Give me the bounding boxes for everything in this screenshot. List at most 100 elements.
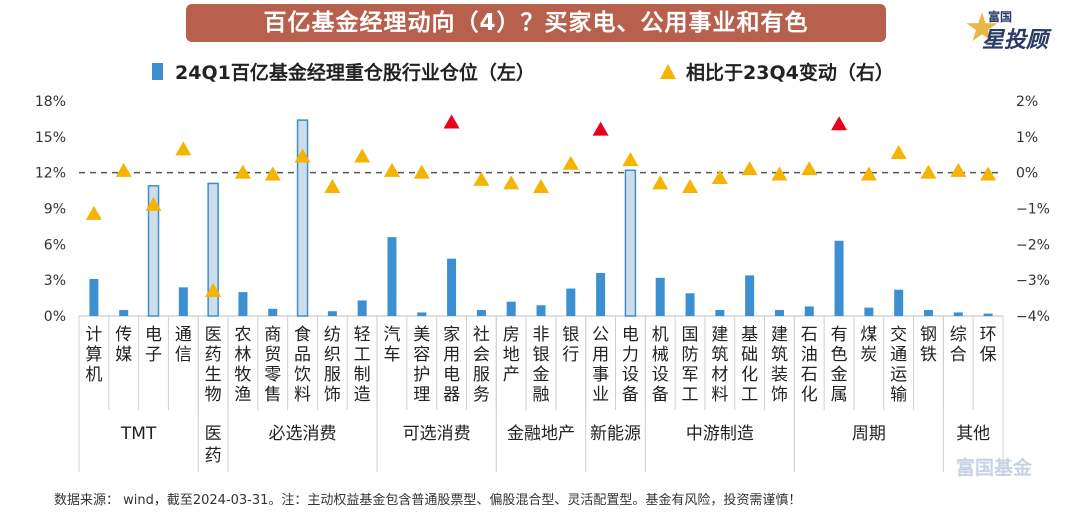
category-label-char: 行 <box>562 345 579 365</box>
category-label-char: 料 <box>294 385 311 405</box>
category-label-char: 合 <box>950 345 967 365</box>
triangle-传媒 <box>115 162 132 177</box>
triangle-煤炭 <box>860 166 877 181</box>
bar-电力设备 <box>624 169 637 317</box>
category-label-char: 器 <box>443 385 460 405</box>
bar-国防军工 <box>685 293 695 316</box>
brand-logo: ★ 富国 星投顾 <box>964 6 1074 54</box>
category-label-char: 业 <box>592 385 609 405</box>
bar-基础化工 <box>745 275 755 316</box>
bar-纺织服饰 <box>327 311 337 316</box>
category-label-char: 料 <box>711 385 728 405</box>
category-label-char: 械 <box>652 345 669 365</box>
bar-煤炭 <box>864 307 874 316</box>
category-label-char: 材 <box>711 365 728 385</box>
y-right-tick-label: −4% <box>1016 309 1050 325</box>
category-label-char: 国 <box>682 325 699 345</box>
category-label-char: 非 <box>533 325 550 345</box>
triangle-医药生物 <box>205 282 222 297</box>
y-right-tick-label: −3% <box>1016 273 1050 289</box>
triangle-建筑材料 <box>711 170 728 185</box>
y-left-tick-label: 12% <box>35 166 66 182</box>
category-label-char: 设 <box>622 365 639 385</box>
bar-美容护理 <box>417 312 427 316</box>
legend-bar-label: 24Q1百亿基金经理重仓股行业仓位（左） <box>175 62 535 84</box>
category-label-char: 融 <box>533 385 550 405</box>
category-label-char: 电 <box>622 325 639 345</box>
category-label-char: 事 <box>592 365 609 385</box>
triangle-公用事业 <box>592 121 609 136</box>
category-label-char: 炭 <box>860 345 877 365</box>
category-label-char: 农 <box>234 325 251 345</box>
legend-triangle-swatch <box>660 64 676 79</box>
bar-社会服务 <box>476 310 486 316</box>
category-label-char: 饰 <box>324 385 341 405</box>
category-label-char: 社 <box>473 325 490 345</box>
category-label-char: 车 <box>383 345 400 365</box>
category-label-char: 美 <box>413 325 430 345</box>
y-left-tick-label: 9% <box>44 202 66 218</box>
category-label-char: 基 <box>741 325 758 345</box>
group-label: 新能源 <box>590 424 641 444</box>
bar-钢铁 <box>923 310 933 316</box>
category-label-char: 备 <box>622 385 639 405</box>
category-label-char: 筑 <box>771 345 788 365</box>
category-label-char: 机 <box>85 365 102 385</box>
bar-农林牧渔 <box>238 292 248 316</box>
group-label: 可选消费 <box>403 424 471 444</box>
triangle-综合 <box>950 162 967 177</box>
bar-食品饮料 <box>296 119 309 317</box>
category-label-char: 力 <box>622 345 639 365</box>
category-label-char: 生 <box>205 365 222 385</box>
category-label-char: 渔 <box>234 385 251 405</box>
triangle-银行 <box>562 155 579 170</box>
y-left-tick-label: 15% <box>35 130 66 146</box>
bar-triangle-chart: 0%3%6%9%12%15%18%−4%−3%−2%−1%0%1%2%计算机传媒… <box>35 94 1050 472</box>
category-label-char: 运 <box>890 365 907 385</box>
y-right-tick-label: −1% <box>1016 202 1050 218</box>
triangle-交通运输 <box>890 144 907 159</box>
category-label-char: 防 <box>682 345 699 365</box>
category-label-char: 建 <box>711 325 728 345</box>
category-label-char: 服 <box>324 365 341 385</box>
triangle-石油石化 <box>801 161 818 176</box>
bar-建筑装饰 <box>774 310 784 316</box>
group-label: TMT <box>120 424 157 444</box>
bar-汽车 <box>387 237 397 316</box>
category-label-char: 食 <box>294 325 311 345</box>
category-label-char: 础 <box>741 345 758 365</box>
triangle-计算机 <box>85 205 102 220</box>
bar-银行 <box>566 288 576 316</box>
bar-电子 <box>147 185 160 317</box>
triangle-非银金融 <box>533 179 549 193</box>
y-left-tick-label: 18% <box>35 94 66 110</box>
triangle-农林牧渔 <box>234 164 251 179</box>
category-label-char: 电 <box>443 365 460 385</box>
category-label-char: 煤 <box>860 325 877 345</box>
bar-家用电器 <box>447 258 457 316</box>
group-label: 中游制造 <box>686 424 754 444</box>
bar-有色金属 <box>834 240 844 316</box>
bar-建筑材料 <box>715 310 725 316</box>
category-label-char: 护 <box>413 365 430 385</box>
triangle-基础化工 <box>741 161 758 176</box>
category-label-char: 饮 <box>294 365 311 385</box>
y-right-tick-label: 2% <box>1016 94 1038 110</box>
category-label-char: 环 <box>980 325 997 345</box>
category-label-char: 商 <box>264 325 281 345</box>
category-label-char: 银 <box>533 345 550 365</box>
triangle-国防军工 <box>682 179 699 193</box>
category-label-char: 军 <box>682 365 699 385</box>
group-label: 其他 <box>956 424 990 444</box>
triangle-纺织服饰 <box>324 179 341 193</box>
category-label-char: 物 <box>205 385 222 405</box>
category-label-char: 有 <box>831 325 848 345</box>
category-label-char: 计 <box>85 325 102 345</box>
triangle-汽车 <box>383 162 400 177</box>
triangle-电力设备 <box>622 152 639 167</box>
category-label-char: 金 <box>533 365 550 385</box>
bar-机械设备 <box>655 277 665 316</box>
category-label-char: 交 <box>890 325 907 345</box>
triangle-社会服务 <box>473 171 490 186</box>
category-label-char: 品 <box>294 345 311 365</box>
